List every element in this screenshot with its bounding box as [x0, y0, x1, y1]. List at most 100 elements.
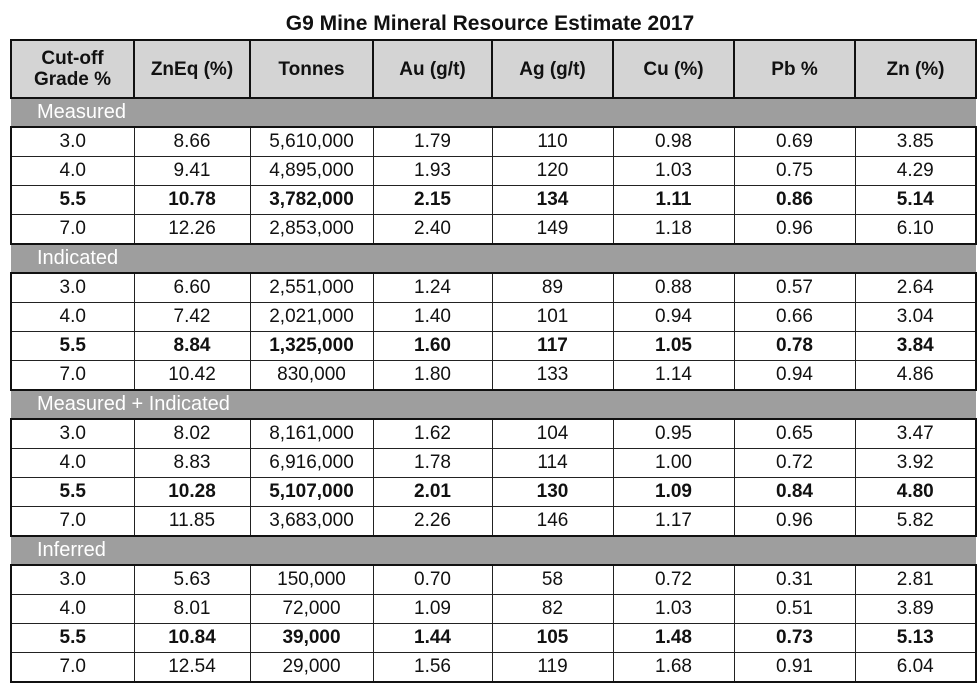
cell-tonnes: 830,000	[249, 360, 374, 391]
cell-ag: 101	[491, 302, 614, 332]
table-row: 5.5 10.78 3,782,000 2.15 134 1.11 0.86 5.14	[10, 185, 977, 215]
table-row: 7.0 12.54 29,000 1.56 119 1.68 0.91 6.04	[10, 652, 977, 683]
cell-pb: 0.84	[733, 477, 856, 507]
cell-ag: 133	[491, 360, 614, 391]
section-label: Inferred	[11, 535, 976, 566]
cell-cutoff-grade: 7.0	[10, 360, 135, 391]
table-row: 4.0 9.41 4,895,000 1.93 120 1.03 0.75 4.29	[10, 156, 977, 186]
cell-zn: 5.13	[854, 623, 977, 653]
cell-zneq: 7.42	[133, 302, 251, 332]
section-header-row: Indicated	[11, 243, 976, 274]
cell-zn: 3.04	[854, 302, 977, 332]
resource-table: Cut-off Grade % ZnEq (%) Tonnes Au (g/t) …	[10, 39, 977, 683]
cell-cu: 1.17	[612, 506, 735, 537]
cell-pb: 0.94	[733, 360, 856, 391]
cell-cu: 1.14	[612, 360, 735, 391]
cell-ag: 130	[491, 477, 614, 507]
section-header-row: Measured	[11, 97, 976, 128]
cell-cu: 1.09	[612, 477, 735, 507]
cell-tonnes: 2,021,000	[249, 302, 374, 332]
cell-cutoff-grade: 5.5	[10, 331, 135, 361]
cell-cutoff-grade: 3.0	[10, 418, 135, 449]
cell-cutoff-grade: 7.0	[10, 214, 135, 245]
cell-cutoff-grade: 5.5	[10, 477, 135, 507]
section-label: Indicated	[11, 243, 976, 274]
cell-zn: 2.81	[854, 564, 977, 595]
table-row: 4.0 7.42 2,021,000 1.40 101 0.94 0.66 3.04	[10, 302, 977, 332]
cell-zneq: 6.60	[133, 272, 251, 303]
section-header-row: Inferred	[11, 535, 976, 566]
header-cutoff-grade: Cut-off Grade %	[10, 39, 135, 99]
table-body: Measured 3.0 8.66 5,610,000 1.79 110 0.98 0.69 3…	[10, 97, 977, 683]
cell-tonnes: 8,161,000	[249, 418, 374, 449]
cell-tonnes: 5,107,000	[249, 477, 374, 507]
cell-pb: 0.75	[733, 156, 856, 186]
table-row: 7.0 12.26 2,853,000 2.40 149 1.18 0.96 6.10	[10, 214, 977, 245]
cell-pb: 0.73	[733, 623, 856, 653]
cell-cu: 1.03	[612, 156, 735, 186]
cell-zn: 3.89	[854, 594, 977, 624]
cell-pb: 0.57	[733, 272, 856, 303]
cell-pb: 0.72	[733, 448, 856, 478]
cell-cu: 1.68	[612, 652, 735, 683]
cell-zn: 3.92	[854, 448, 977, 478]
table-row: 3.0 8.02 8,161,000 1.62 104 0.95 0.65 3.47	[10, 418, 977, 449]
cell-tonnes: 3,782,000	[249, 185, 374, 215]
cell-pb: 0.51	[733, 594, 856, 624]
cell-tonnes: 2,551,000	[249, 272, 374, 303]
cell-cutoff-grade: 4.0	[10, 594, 135, 624]
cell-ag: 146	[491, 506, 614, 537]
header-tonnes: Tonnes	[249, 39, 374, 99]
cell-zneq: 10.42	[133, 360, 251, 391]
cell-ag: 149	[491, 214, 614, 245]
cell-cu: 0.94	[612, 302, 735, 332]
cell-cu: 1.18	[612, 214, 735, 245]
table-row: 3.0 5.63 150,000 0.70 58 0.72 0.31 2.81	[10, 564, 977, 595]
cell-cu: 0.95	[612, 418, 735, 449]
cell-zneq: 8.83	[133, 448, 251, 478]
header-zneq: ZnEq (%)	[133, 39, 251, 99]
cell-au: 1.40	[372, 302, 493, 332]
cell-zneq: 10.28	[133, 477, 251, 507]
cell-tonnes: 5,610,000	[249, 126, 374, 157]
cell-au: 1.62	[372, 418, 493, 449]
cell-cutoff-grade: 7.0	[10, 652, 135, 683]
cell-au: 0.70	[372, 564, 493, 595]
cell-ag: 134	[491, 185, 614, 215]
cell-tonnes: 39,000	[249, 623, 374, 653]
cell-pb: 0.96	[733, 214, 856, 245]
cell-cutoff-grade: 5.5	[10, 623, 135, 653]
cell-cutoff-grade: 3.0	[10, 564, 135, 595]
cell-au: 1.79	[372, 126, 493, 157]
cell-ag: 82	[491, 594, 614, 624]
cell-tonnes: 6,916,000	[249, 448, 374, 478]
table-row: 5.5 8.84 1,325,000 1.60 117 1.05 0.78 3.84	[10, 331, 977, 361]
cell-tonnes: 4,895,000	[249, 156, 374, 186]
cell-ag: 119	[491, 652, 614, 683]
cell-zneq: 5.63	[133, 564, 251, 595]
cell-au: 1.09	[372, 594, 493, 624]
table-row: 3.0 8.66 5,610,000 1.79 110 0.98 0.69 3.85	[10, 126, 977, 157]
cell-zn: 6.04	[854, 652, 977, 683]
cell-cu: 0.72	[612, 564, 735, 595]
cell-zn: 5.14	[854, 185, 977, 215]
cell-au: 1.24	[372, 272, 493, 303]
cell-cutoff-grade: 4.0	[10, 156, 135, 186]
cell-ag: 58	[491, 564, 614, 595]
cell-au: 1.93	[372, 156, 493, 186]
cell-tonnes: 72,000	[249, 594, 374, 624]
cell-cu: 0.98	[612, 126, 735, 157]
cell-zneq: 8.66	[133, 126, 251, 157]
cell-pb: 0.66	[733, 302, 856, 332]
cell-zneq: 10.78	[133, 185, 251, 215]
table-row: 7.0 10.42 830,000 1.80 133 1.14 0.94 4.86	[10, 360, 977, 391]
cell-tonnes: 3,683,000	[249, 506, 374, 537]
cell-au: 2.26	[372, 506, 493, 537]
cell-ag: 89	[491, 272, 614, 303]
cell-au: 1.56	[372, 652, 493, 683]
cell-pb: 0.86	[733, 185, 856, 215]
cell-zneq: 12.54	[133, 652, 251, 683]
cell-zn: 3.84	[854, 331, 977, 361]
header-row: Cut-off Grade % ZnEq (%) Tonnes Au (g/t) …	[10, 39, 977, 99]
page-title: G9 Mine Mineral Resource Estimate 2017	[285, 12, 695, 35]
